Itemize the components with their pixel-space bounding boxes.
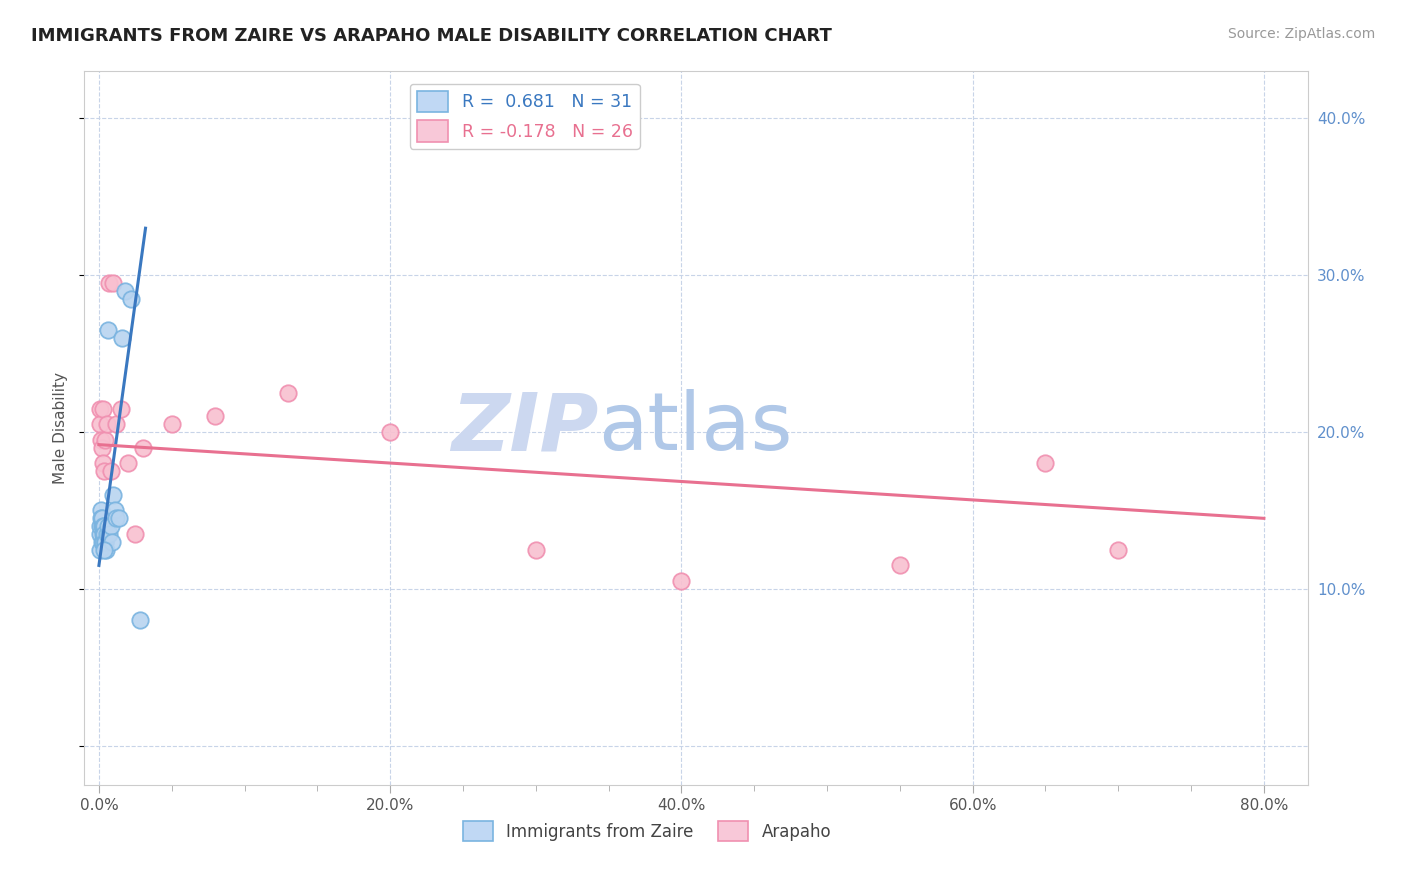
Legend: Immigrants from Zaire, Arapaho: Immigrants from Zaire, Arapaho (456, 814, 838, 848)
Point (101, 534, 124, 549)
Point (131, 441, 153, 455)
Point (89, 542, 111, 557)
Point (96, 542, 118, 557)
Point (96, 417, 118, 432)
Point (90, 511, 112, 525)
Point (98, 527, 121, 541)
Point (120, 292, 142, 306)
Point (1107, 542, 1129, 557)
Point (89, 417, 111, 432)
Point (93, 433, 115, 447)
Point (100, 464, 122, 478)
Text: ZIP: ZIP (451, 389, 598, 467)
Point (524, 542, 547, 557)
Point (93, 464, 115, 478)
Point (93, 534, 115, 549)
Point (114, 284, 136, 298)
Point (90, 441, 112, 455)
Text: IMMIGRANTS FROM ZAIRE VS ARAPAHO MALE DISABILITY CORRELATION CHART: IMMIGRANTS FROM ZAIRE VS ARAPAHO MALE DI… (31, 27, 832, 45)
Point (105, 511, 128, 525)
Point (128, 613, 150, 627)
Point (89, 401, 111, 416)
Point (91, 527, 114, 541)
Point (104, 503, 127, 517)
Point (380, 425, 402, 439)
Point (204, 409, 226, 424)
Point (160, 417, 183, 432)
Point (103, 276, 125, 290)
Point (90, 503, 112, 517)
Point (108, 511, 131, 525)
Point (91, 519, 114, 533)
Point (277, 385, 299, 400)
Point (671, 574, 693, 588)
Point (91, 511, 114, 525)
Point (1035, 457, 1057, 471)
Point (103, 488, 125, 502)
Point (94, 534, 117, 549)
Point (90, 433, 112, 447)
Point (889, 558, 911, 573)
Point (89, 519, 111, 533)
Point (89, 527, 111, 541)
Point (96, 527, 118, 541)
Point (90, 534, 112, 549)
Point (100, 519, 122, 533)
Point (97, 519, 120, 533)
Text: atlas: atlas (598, 389, 793, 467)
Point (110, 401, 132, 416)
Point (111, 331, 134, 345)
Text: Source: ZipAtlas.com: Source: ZipAtlas.com (1227, 27, 1375, 41)
Point (91, 401, 114, 416)
Point (91, 457, 114, 471)
Point (90, 519, 112, 533)
Point (105, 417, 128, 432)
Point (97, 323, 120, 337)
Y-axis label: Male Disability: Male Disability (53, 372, 69, 484)
Point (93, 519, 115, 533)
Point (98, 276, 121, 290)
Point (93, 527, 115, 541)
Point (93, 542, 115, 557)
Point (117, 457, 139, 471)
Point (91, 534, 114, 549)
Point (124, 527, 146, 541)
